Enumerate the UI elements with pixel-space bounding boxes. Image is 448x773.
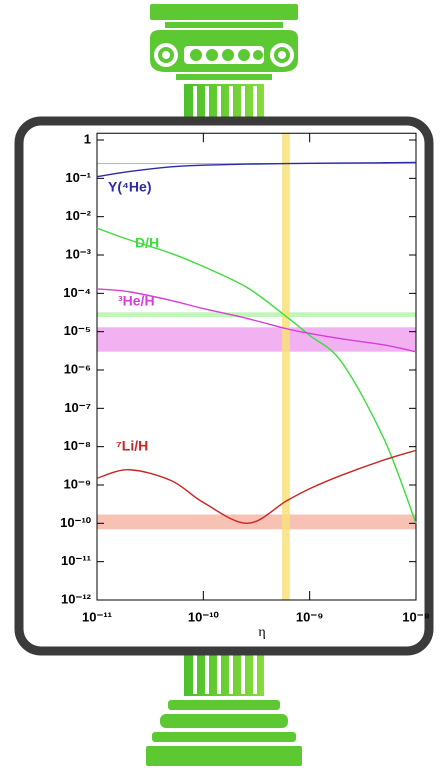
series-line bbox=[96, 288, 417, 353]
series-label: D/H bbox=[135, 235, 159, 251]
x-tick-label: 10⁻¹¹ bbox=[82, 609, 112, 624]
series-label: ⁷Li/H bbox=[116, 438, 148, 454]
series-line bbox=[96, 227, 417, 524]
y-tick-label: 10⁻³ bbox=[65, 246, 91, 261]
series-label: ³He/H bbox=[118, 293, 155, 309]
axes-box bbox=[96, 132, 417, 601]
x-tick-label: 10⁻⁹ bbox=[296, 609, 324, 624]
y-tick-label: 10⁻⁴ bbox=[63, 285, 91, 300]
y-tick-label: 10⁻¹ bbox=[65, 170, 91, 185]
y-band bbox=[97, 327, 416, 352]
y-tick-label: 10⁻⁵ bbox=[64, 323, 91, 338]
y-tick-label: 10⁻⁸ bbox=[64, 438, 91, 453]
y-tick-label: 10⁻¹⁰ bbox=[60, 515, 92, 530]
column-top bbox=[150, 4, 298, 118]
x-axis-label: η bbox=[258, 625, 265, 640]
x-tick-label: 10⁻⁸ bbox=[402, 609, 429, 624]
series-line bbox=[96, 161, 417, 178]
y-tick-label: 10⁻⁷ bbox=[64, 400, 91, 415]
y-tick-label: 10⁻² bbox=[65, 208, 91, 223]
y-band bbox=[97, 312, 416, 318]
x-tick-label: 10⁻¹⁰ bbox=[188, 609, 220, 624]
y-tick-label: 1 bbox=[84, 131, 91, 146]
plot: 1 10⁻¹ 10⁻² 10⁻³ 10⁻⁴ 10⁻⁵ 10⁻⁶ 10⁻⁷ 10⁻⁸ 10⁻⁹ 10⁻… bbox=[60, 131, 430, 624]
y-tick-label: 10⁻⁹ bbox=[64, 476, 92, 491]
column-bottom bbox=[146, 654, 302, 766]
series-line bbox=[96, 449, 417, 525]
y-tick-label: 10⁻¹² bbox=[61, 591, 92, 606]
y-tick-label: 10⁻⁶ bbox=[64, 361, 91, 376]
series-label: Y(⁴He) bbox=[108, 179, 151, 195]
y-tick-label: 10⁻¹¹ bbox=[61, 553, 91, 568]
frame bbox=[14, 116, 434, 656]
x-band bbox=[282, 133, 290, 601]
